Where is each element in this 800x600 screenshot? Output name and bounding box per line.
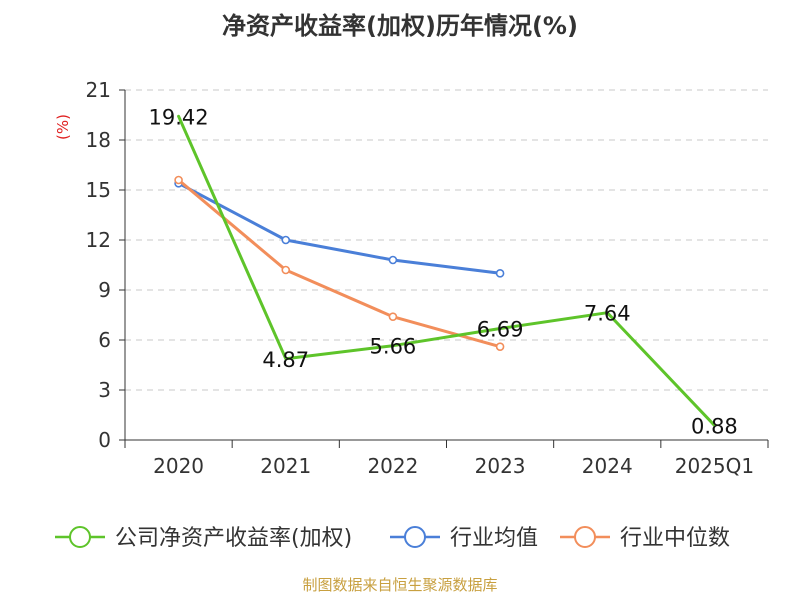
gridlines xyxy=(119,89,768,441)
series-line-2 xyxy=(177,178,502,349)
series-line-1 xyxy=(177,181,502,275)
y-axis-label: (%) xyxy=(54,114,72,140)
y-tick-label: 3 xyxy=(98,378,111,402)
legend-label: 公司净资产收益率(加权) xyxy=(115,526,352,551)
data-point xyxy=(495,342,505,351)
y-tick-labels: 0 3 6 9 12 15 18 21 xyxy=(86,78,111,452)
x-tick-label: 2024 xyxy=(582,454,633,478)
data-point xyxy=(495,269,505,278)
y-tick-label: 15 xyxy=(86,178,111,202)
source-note: 制图数据来自恒生聚源数据库 xyxy=(302,576,497,594)
series-lines xyxy=(174,114,716,427)
axes xyxy=(124,90,769,448)
legend-marker xyxy=(574,526,596,548)
legend-marker xyxy=(69,526,91,548)
legend: 公司净资产收益率(加权) 行业均值 行业中位数 xyxy=(55,526,730,551)
data-label: 4.87 xyxy=(262,348,309,372)
data-label: 0.88 xyxy=(691,414,738,438)
data-label: 7.64 xyxy=(584,302,631,326)
x-tick-label: 2020 xyxy=(153,454,204,478)
data-point xyxy=(174,175,183,185)
legend-marker xyxy=(404,526,426,548)
data-label: 19.42 xyxy=(149,105,209,129)
legend-label: 行业中位数 xyxy=(620,526,730,551)
data-point xyxy=(388,255,398,265)
y-tick-label: 18 xyxy=(86,128,111,152)
y-tick-label: 12 xyxy=(86,228,111,252)
data-label: 5.66 xyxy=(370,335,417,359)
x-tick-label: 2025Q1 xyxy=(675,454,754,478)
series-line-0 xyxy=(177,114,716,427)
x-tick-label: 2022 xyxy=(367,454,418,478)
x-tick-label: 2021 xyxy=(260,454,311,478)
data-label: 6.69 xyxy=(477,318,524,342)
y-tick-label: 21 xyxy=(86,78,111,102)
data-labels: 19.42 4.87 5.66 6.69 7.64 0.88 xyxy=(149,105,738,438)
data-point xyxy=(281,265,291,275)
data-point xyxy=(281,235,291,245)
y-tick-label: 9 xyxy=(98,278,111,302)
data-point xyxy=(388,312,398,321)
chart-title: 净资产收益率(加权)历年情况(%) xyxy=(222,12,578,40)
y-tick-label: 6 xyxy=(98,328,111,352)
x-tick-label: 2023 xyxy=(475,454,526,478)
legend-label: 行业均值 xyxy=(450,526,538,551)
y-tick-label: 0 xyxy=(98,428,111,452)
x-tick-labels: 2020 2021 2022 2023 2024 2025Q1 xyxy=(153,454,754,478)
